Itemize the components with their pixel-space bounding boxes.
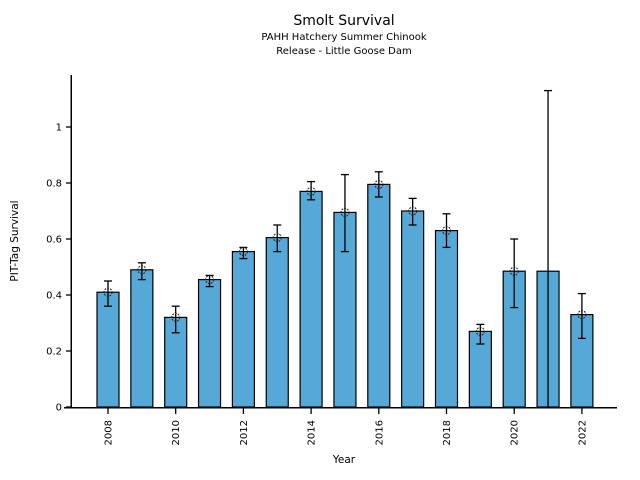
bar-2018	[434, 230, 459, 408]
point-marker-2011	[205, 275, 215, 285]
point-marker-2017	[408, 206, 418, 216]
x-tick-label-2014: 2014	[307, 420, 318, 445]
x-tick-label-2020: 2020	[510, 420, 521, 445]
bar-2016	[367, 183, 391, 408]
bar-2012	[231, 251, 255, 408]
bar-2009	[130, 269, 154, 408]
bar-2017	[401, 210, 425, 408]
point-marker-2015	[340, 207, 350, 217]
point-marker-2016	[374, 179, 384, 189]
point-marker-2018	[441, 226, 452, 236]
point-marker-2013	[272, 233, 282, 243]
point-marker-2010	[171, 312, 181, 322]
x-tick-label-2018: 2018	[442, 420, 453, 445]
y-tick-label-0: 0	[56, 403, 62, 414]
x-tick-label-2022: 2022	[577, 420, 588, 445]
y-tick-label-0.2: 0.2	[46, 347, 62, 358]
x-tick-label-2008: 2008	[104, 420, 115, 445]
y-tick-label-0.8: 0.8	[46, 179, 62, 190]
point-marker-2014	[306, 186, 316, 196]
chart-subtitle-line2: Release - Little Goose Dam	[276, 46, 411, 57]
point-marker-2020	[509, 266, 519, 276]
point-marker-2019	[475, 326, 485, 336]
bar-2014	[299, 190, 323, 408]
point-marker-2022	[577, 310, 587, 320]
plot-area: 0 0.2 0.4 0.6 0.8 1 2008 2010 2012 2014 2016 2018 20…	[46, 75, 617, 445]
bar-2013	[265, 237, 289, 408]
y-tick-label-0.6: 0.6	[46, 235, 62, 246]
point-marker-2012	[238, 247, 248, 257]
x-tick-label-2016: 2016	[374, 420, 385, 445]
y-tick-label-1: 1	[56, 123, 62, 134]
x-axis-title: Year	[332, 454, 356, 466]
y-axis-title: PIT-Tag Survival	[9, 200, 21, 281]
point-marker-2008	[103, 287, 113, 297]
bar-2008	[96, 291, 120, 408]
bar-2011	[197, 279, 222, 408]
x-tick-label-2012: 2012	[239, 420, 250, 445]
chart-title: Smolt Survival	[293, 13, 394, 29]
chart-subtitle-line1: PAHH Hatchery Summer Chinook	[261, 32, 426, 43]
y-tick-label-0.4: 0.4	[46, 291, 62, 302]
point-marker-2009	[137, 265, 147, 275]
x-tick-label-2010: 2010	[171, 420, 182, 445]
